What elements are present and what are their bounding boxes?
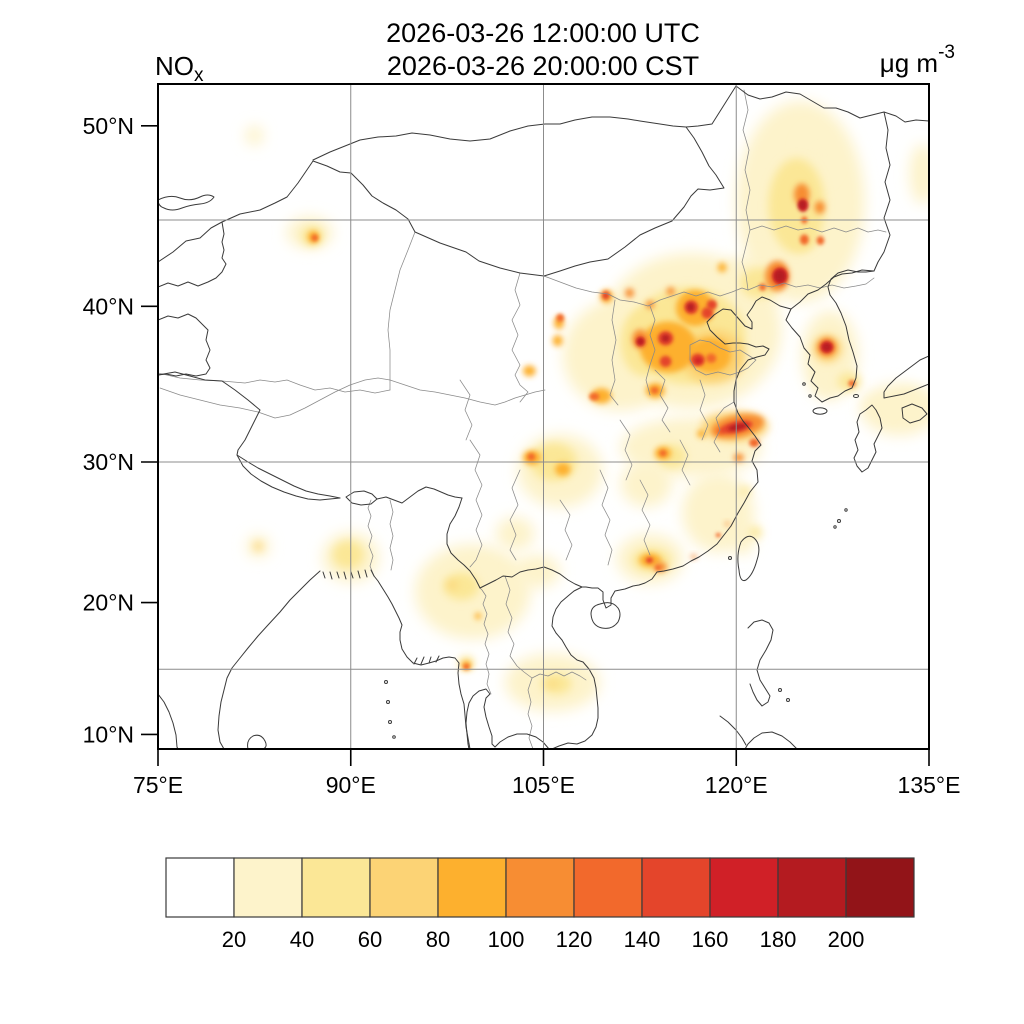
hotspot [728,423,747,431]
lon-tick-label: 75°E [133,772,183,798]
colorbar-label: 140 [624,927,661,952]
colorbar: 20 40 60 80 100 120 140 160 180 200 [165,857,915,952]
colorbar-box [777,857,847,918]
colorbar-box [845,857,915,918]
hotspot [513,554,561,588]
hotspot [639,321,697,373]
lat-tick-label: 10°N [83,721,134,747]
hotspot [556,313,565,323]
colorbar-label: 40 [290,927,314,952]
hotspot [555,462,571,476]
lat-tick-label: 50°N [83,113,134,139]
hotspot [694,357,703,364]
colorbar-box [233,857,303,918]
map-geography [158,85,929,749]
lon-tick-label: 120°E [705,772,768,798]
country-borders-coastlines [158,85,929,749]
colorbar-label: 100 [488,927,525,952]
colorbar-box [641,857,711,918]
hotspot [717,262,727,273]
hotspot [758,283,767,291]
hotspot [816,236,825,245]
colorbar-label: 20 [222,927,246,952]
hotspot [447,580,458,590]
title-line1: 2026-03-26 12:00:00 UTC [386,18,700,48]
hotspot [552,335,563,347]
hotspot [527,453,536,461]
hotspot [733,453,744,462]
hotspot [731,521,755,555]
hotspot [661,334,670,342]
colorbar-box [573,857,643,918]
hotspot [798,200,807,210]
hotspot [686,303,695,312]
hotspot [474,612,482,620]
hotspot [253,542,263,551]
colorbar-box [505,857,575,918]
hotspot [659,449,667,457]
colorbar-box [369,857,439,918]
hotspot [799,234,809,245]
hotspot [749,526,762,538]
hotspot [655,565,661,571]
colorbar-box [709,857,779,918]
colorbar-box [437,857,507,918]
hotspot [813,363,837,395]
axis-ticks-labels: 50°N 40°N 30°N 20°N 10°N 75°E 90°E 105°E 120°E 13… [83,113,961,798]
hotspot [893,389,927,406]
hotspot [691,554,697,559]
hotspot [739,486,752,496]
hotspot [601,291,610,300]
colorbar-label: 160 [692,927,729,952]
hotspot [650,387,659,394]
hotspot [548,680,557,688]
hotspot [332,540,364,569]
hotspot [645,557,654,564]
lon-tick-label: 105°E [512,772,575,798]
hotspot [522,365,536,377]
hotspot [625,288,635,298]
province-borders [158,89,887,749]
hotspot [589,392,600,401]
hotspot [822,343,831,351]
colorbar-label: 180 [760,927,797,952]
hotspot [701,307,714,319]
hotspot [311,234,319,242]
colorbar-box [301,857,371,918]
colorbar-box [165,857,235,918]
lon-tick-label: 135°E [898,772,961,798]
hotspot [863,397,887,413]
colorbar-label: 60 [358,927,382,952]
hotspot [245,125,264,146]
hotspot [637,338,644,345]
graticule [158,84,929,749]
hotspot [620,460,672,508]
hotspot [666,287,675,296]
colorbar-label: 200 [828,927,865,952]
hotspot [774,270,786,283]
units-label: μg m-3 [880,42,955,78]
hotspot [715,533,721,538]
lat-tick-label: 30°N [83,449,134,475]
hotspot [724,521,730,526]
colorbar-label: 120 [556,927,593,952]
hotspot [814,200,825,214]
lat-tick-label: 20°N [83,590,134,616]
species-label: NOx [155,51,204,86]
concentration-field [245,101,929,712]
hotspot [443,572,480,600]
lat-tick-label: 40°N [83,293,134,319]
title-line2: 2026-03-26 20:00:00 CST [387,51,699,81]
hotspot [848,380,856,387]
hotspot [749,438,760,448]
hotspot [463,663,470,670]
hotspot [909,143,929,205]
colorbar-label: 80 [426,927,450,952]
hotspot [659,355,672,368]
lon-tick-label: 90°E [326,772,376,798]
hotspot [706,299,717,310]
hotspot [706,353,717,364]
